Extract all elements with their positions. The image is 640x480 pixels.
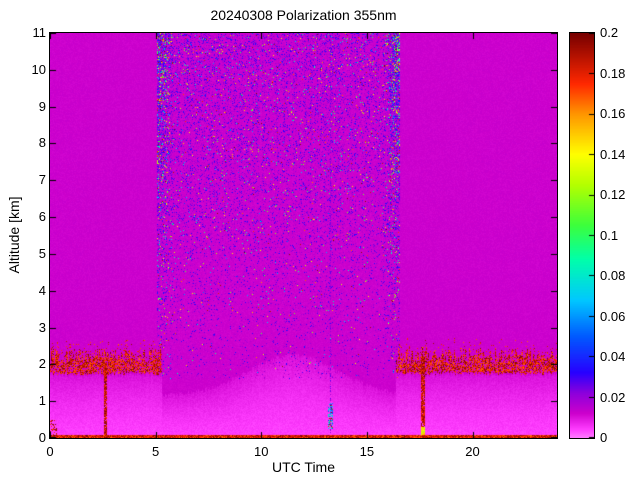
x-tick-label: 15 (359, 444, 375, 459)
y-tick-label: 4 (38, 282, 46, 298)
colorbar-tick-label: 0.1 (600, 227, 619, 243)
chart-title: 20240308 Polarization 355nm (210, 7, 397, 23)
colorbar-tick-label: 0 (600, 430, 608, 445)
y-axis-label: Altitude [km] (6, 196, 22, 274)
colorbar-tick-label: 0.18 (600, 65, 626, 81)
y-tick-label: 8 (38, 135, 46, 151)
y-tick-label: 1 (38, 393, 46, 409)
y-tick-label: 11 (32, 25, 47, 40)
x-tick-label: 10 (254, 444, 269, 459)
colorbar-tick-label: 0.08 (600, 268, 626, 283)
x-tick-label: 0 (46, 444, 54, 459)
x-tick-label: 20 (465, 444, 480, 459)
plot-area (49, 32, 558, 439)
colorbar-tick-label: 0.16 (600, 106, 626, 121)
colorbar (569, 32, 595, 439)
y-tick-label: 9 (38, 98, 46, 114)
colorbar-tick-label: 0.02 (600, 389, 626, 405)
y-tick-label: 6 (38, 209, 46, 225)
colorbar-tick-label: 0.12 (600, 187, 626, 202)
colorbar-tick-label: 0.14 (600, 146, 626, 162)
y-tick-label: 10 (31, 61, 46, 77)
x-tick-label: 5 (152, 444, 160, 459)
x-axis-label: UTC Time (272, 459, 335, 475)
y-tick-label: 7 (38, 172, 46, 188)
y-tick-label: 5 (38, 245, 46, 261)
colorbar-tick-label: 0.04 (600, 349, 626, 364)
colorbar-tick-label: 0.2 (600, 25, 619, 40)
y-tick-label: 0 (38, 430, 46, 445)
colorbar-canvas (570, 33, 594, 438)
heatmap-canvas (50, 33, 557, 438)
y-tick-label: 3 (38, 319, 46, 335)
colorbar-tick-label: 0.06 (600, 308, 626, 324)
y-tick-label: 2 (38, 356, 46, 372)
